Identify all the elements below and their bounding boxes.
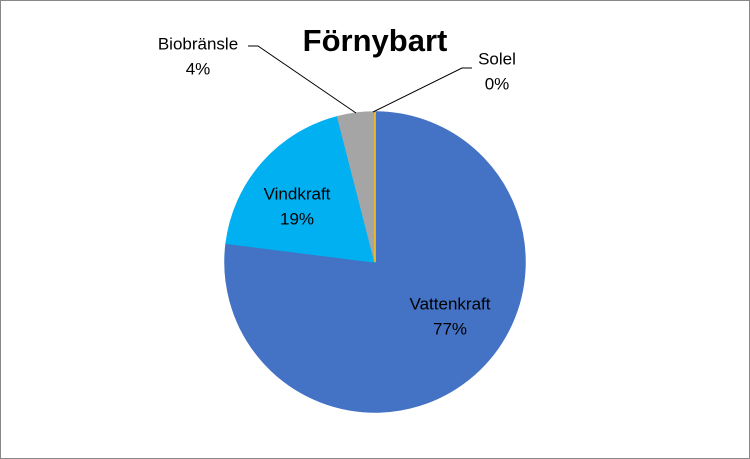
slice-value-label: 4% [186,59,211,78]
slice-label: Vindkraft [264,184,331,203]
pie [224,111,526,413]
slice-label: Biobränsle [158,34,238,53]
leader-line [372,67,472,113]
chart-title: Förnybart [303,23,448,58]
pie-slice [225,115,377,263]
leader-line [248,45,357,114]
slice-label: Vattenkraft [410,294,491,313]
pie-slice [224,111,526,413]
slice-label: Solel [478,49,516,68]
slice-value-label: 77% [433,319,467,338]
slice-value-label: 19% [280,209,314,228]
slice-value-label: 0% [485,74,510,93]
